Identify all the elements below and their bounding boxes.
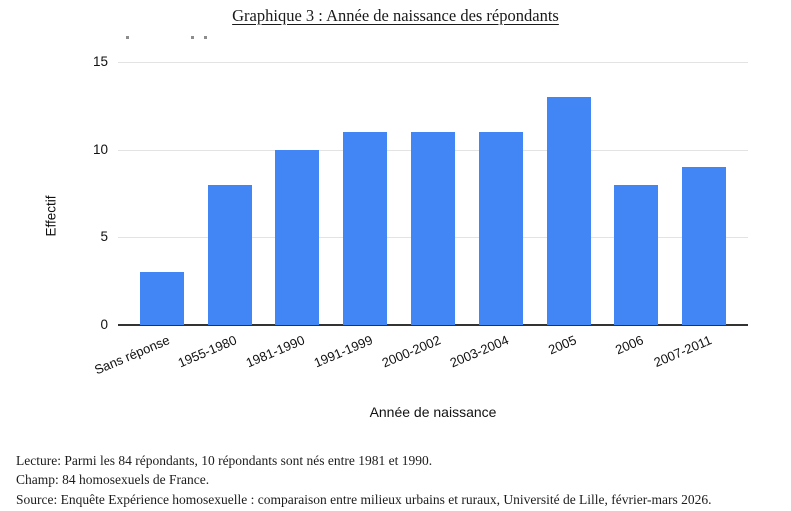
bar-slot [331, 62, 399, 325]
bar-slot [670, 62, 738, 325]
artifact-dot [191, 36, 194, 39]
x-axis-title: Année de naissance [369, 404, 497, 420]
bar-2006 [614, 184, 659, 325]
note-source: Source: Enquête Expérience homosexuelle … [16, 491, 712, 507]
bar-slot [264, 62, 332, 325]
bar-2000-2002 [411, 132, 456, 325]
y-axis-title: Effectif [43, 195, 59, 237]
bar-slot [399, 62, 467, 325]
bar-slot [196, 62, 264, 325]
chart-title: Graphique 3 : Année de naissance des rép… [232, 6, 559, 25]
y-tick-label: 10 [92, 141, 108, 157]
bar-1981-1990 [275, 149, 320, 325]
chart-notes: Lecture: Parmi les 84 répondants, 10 rép… [16, 451, 786, 509]
note-champ: Champ: 84 homosexuels de France. [16, 472, 210, 488]
bars-group [128, 62, 738, 325]
bar-sans-réponse [139, 272, 184, 325]
bar-2003-2004 [478, 132, 523, 325]
bar-slot [535, 62, 603, 325]
bar-1991-1999 [343, 132, 388, 325]
y-tick-label: 15 [92, 54, 108, 69]
x-axis-line [118, 324, 748, 326]
y-tick-label: 0 [100, 317, 108, 332]
gridline [118, 62, 748, 63]
bar-slot [467, 62, 535, 325]
artifact-dot [204, 36, 207, 39]
bar-slot [128, 62, 196, 325]
artifact-dot [126, 36, 129, 39]
bar-slot [602, 62, 670, 325]
x-tick-label: 2007-2011 [494, 331, 714, 370]
bar-2007-2011 [682, 167, 727, 325]
x-tick-label-text: 2007-2011 [651, 332, 714, 370]
bar-2005 [546, 97, 591, 325]
bar-1955-1980 [207, 184, 252, 325]
note-lecture: Lecture: Parmi les 84 répondants, 10 rép… [16, 453, 433, 468]
y-tick-label: 5 [100, 229, 108, 245]
